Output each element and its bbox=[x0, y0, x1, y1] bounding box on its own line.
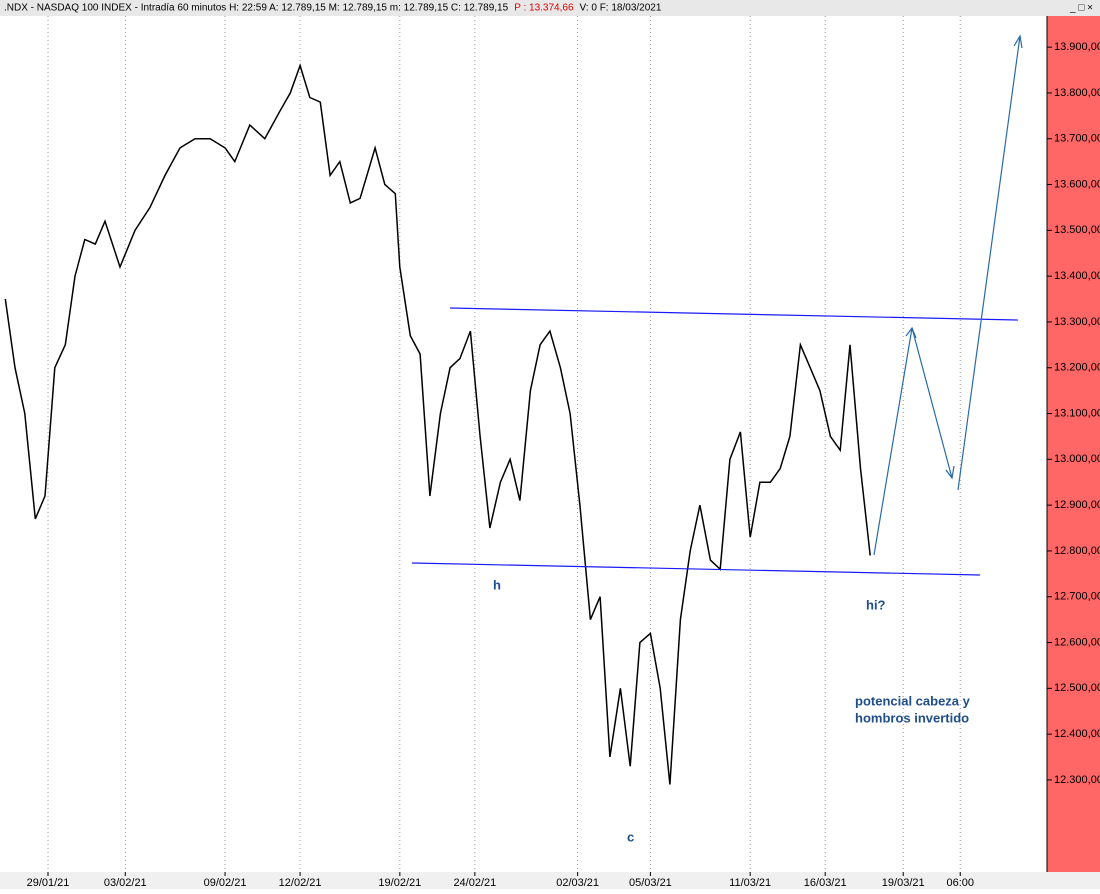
neckline bbox=[449, 307, 1019, 321]
chart-title-price: P : 13.374,66 bbox=[514, 3, 574, 14]
chart-title-info: V: 0 F: 18/03/2021 bbox=[580, 3, 662, 14]
y-tick-label: 12.300,00 bbox=[1054, 774, 1100, 786]
title-bar bbox=[0, 0, 1100, 16]
trendlines bbox=[411, 307, 1019, 576]
arrow-head bbox=[945, 465, 955, 480]
x-tick-label: 05/03/21 bbox=[629, 877, 672, 889]
projection-path bbox=[873, 327, 953, 556]
window-buttons[interactable]: _ □ × bbox=[1069, 3, 1093, 14]
y-tick-label: 13.400,00 bbox=[1054, 270, 1100, 282]
x-tick-label: 24/02/21 bbox=[453, 877, 496, 889]
y-tick-label: 13.300,00 bbox=[1054, 316, 1100, 328]
y-tick-label: 12.800,00 bbox=[1054, 545, 1100, 557]
y-tick-label: 13.000,00 bbox=[1054, 453, 1100, 465]
x-tick-label: 29/01/21 bbox=[27, 877, 70, 889]
support-line bbox=[411, 562, 981, 576]
y-tick-label: 13.600,00 bbox=[1054, 178, 1100, 190]
projection-arrow bbox=[957, 35, 1021, 491]
y-tick-label: 12.700,00 bbox=[1054, 591, 1100, 603]
y-tick-label: 13.500,00 bbox=[1054, 224, 1100, 236]
x-tick-label: 19/03/21 bbox=[882, 877, 925, 889]
y-tick-label: 13.200,00 bbox=[1054, 362, 1100, 374]
x-tick-label: 06:00 bbox=[946, 877, 974, 889]
y-axis-panel bbox=[1047, 16, 1100, 872]
projection-arrows bbox=[873, 34, 1023, 556]
annotation: h bbox=[493, 577, 501, 592]
x-tick-label: 03/02/21 bbox=[104, 877, 147, 889]
price-line bbox=[4, 63, 871, 785]
y-tick-label: 12.500,00 bbox=[1054, 682, 1100, 694]
x-tick-label: 19/02/21 bbox=[378, 877, 421, 889]
arrow-head bbox=[905, 326, 917, 339]
y-tick-label: 13.900,00 bbox=[1054, 41, 1100, 53]
y-tick-label: 12.900,00 bbox=[1054, 499, 1100, 511]
x-tick-label: 09/02/21 bbox=[204, 877, 247, 889]
y-tick-label: 13.700,00 bbox=[1054, 133, 1100, 145]
x-tick-label: 12/02/21 bbox=[279, 877, 322, 889]
y-tick-label: 13.100,00 bbox=[1054, 407, 1100, 419]
annotation: c bbox=[627, 829, 634, 844]
annotation: hi? bbox=[866, 597, 886, 612]
annotation: hombros invertido bbox=[855, 710, 969, 725]
x-tick-label: 16/03/21 bbox=[804, 877, 847, 889]
chart-title: .NDX - NASDAQ 100 INDEX - Intradía 60 mi… bbox=[4, 3, 509, 14]
y-tick-label: 13.800,00 bbox=[1054, 87, 1100, 99]
annotation: potencial cabeza y bbox=[855, 693, 971, 708]
y-tick-label: 12.600,00 bbox=[1054, 636, 1100, 648]
arrow-head bbox=[1013, 34, 1023, 49]
y-tick-label: 12.400,00 bbox=[1054, 728, 1100, 740]
x-tick-label: 11/03/21 bbox=[729, 877, 771, 889]
x-tick-label: 02/03/21 bbox=[556, 877, 599, 889]
x-axis-panel bbox=[0, 872, 1100, 889]
